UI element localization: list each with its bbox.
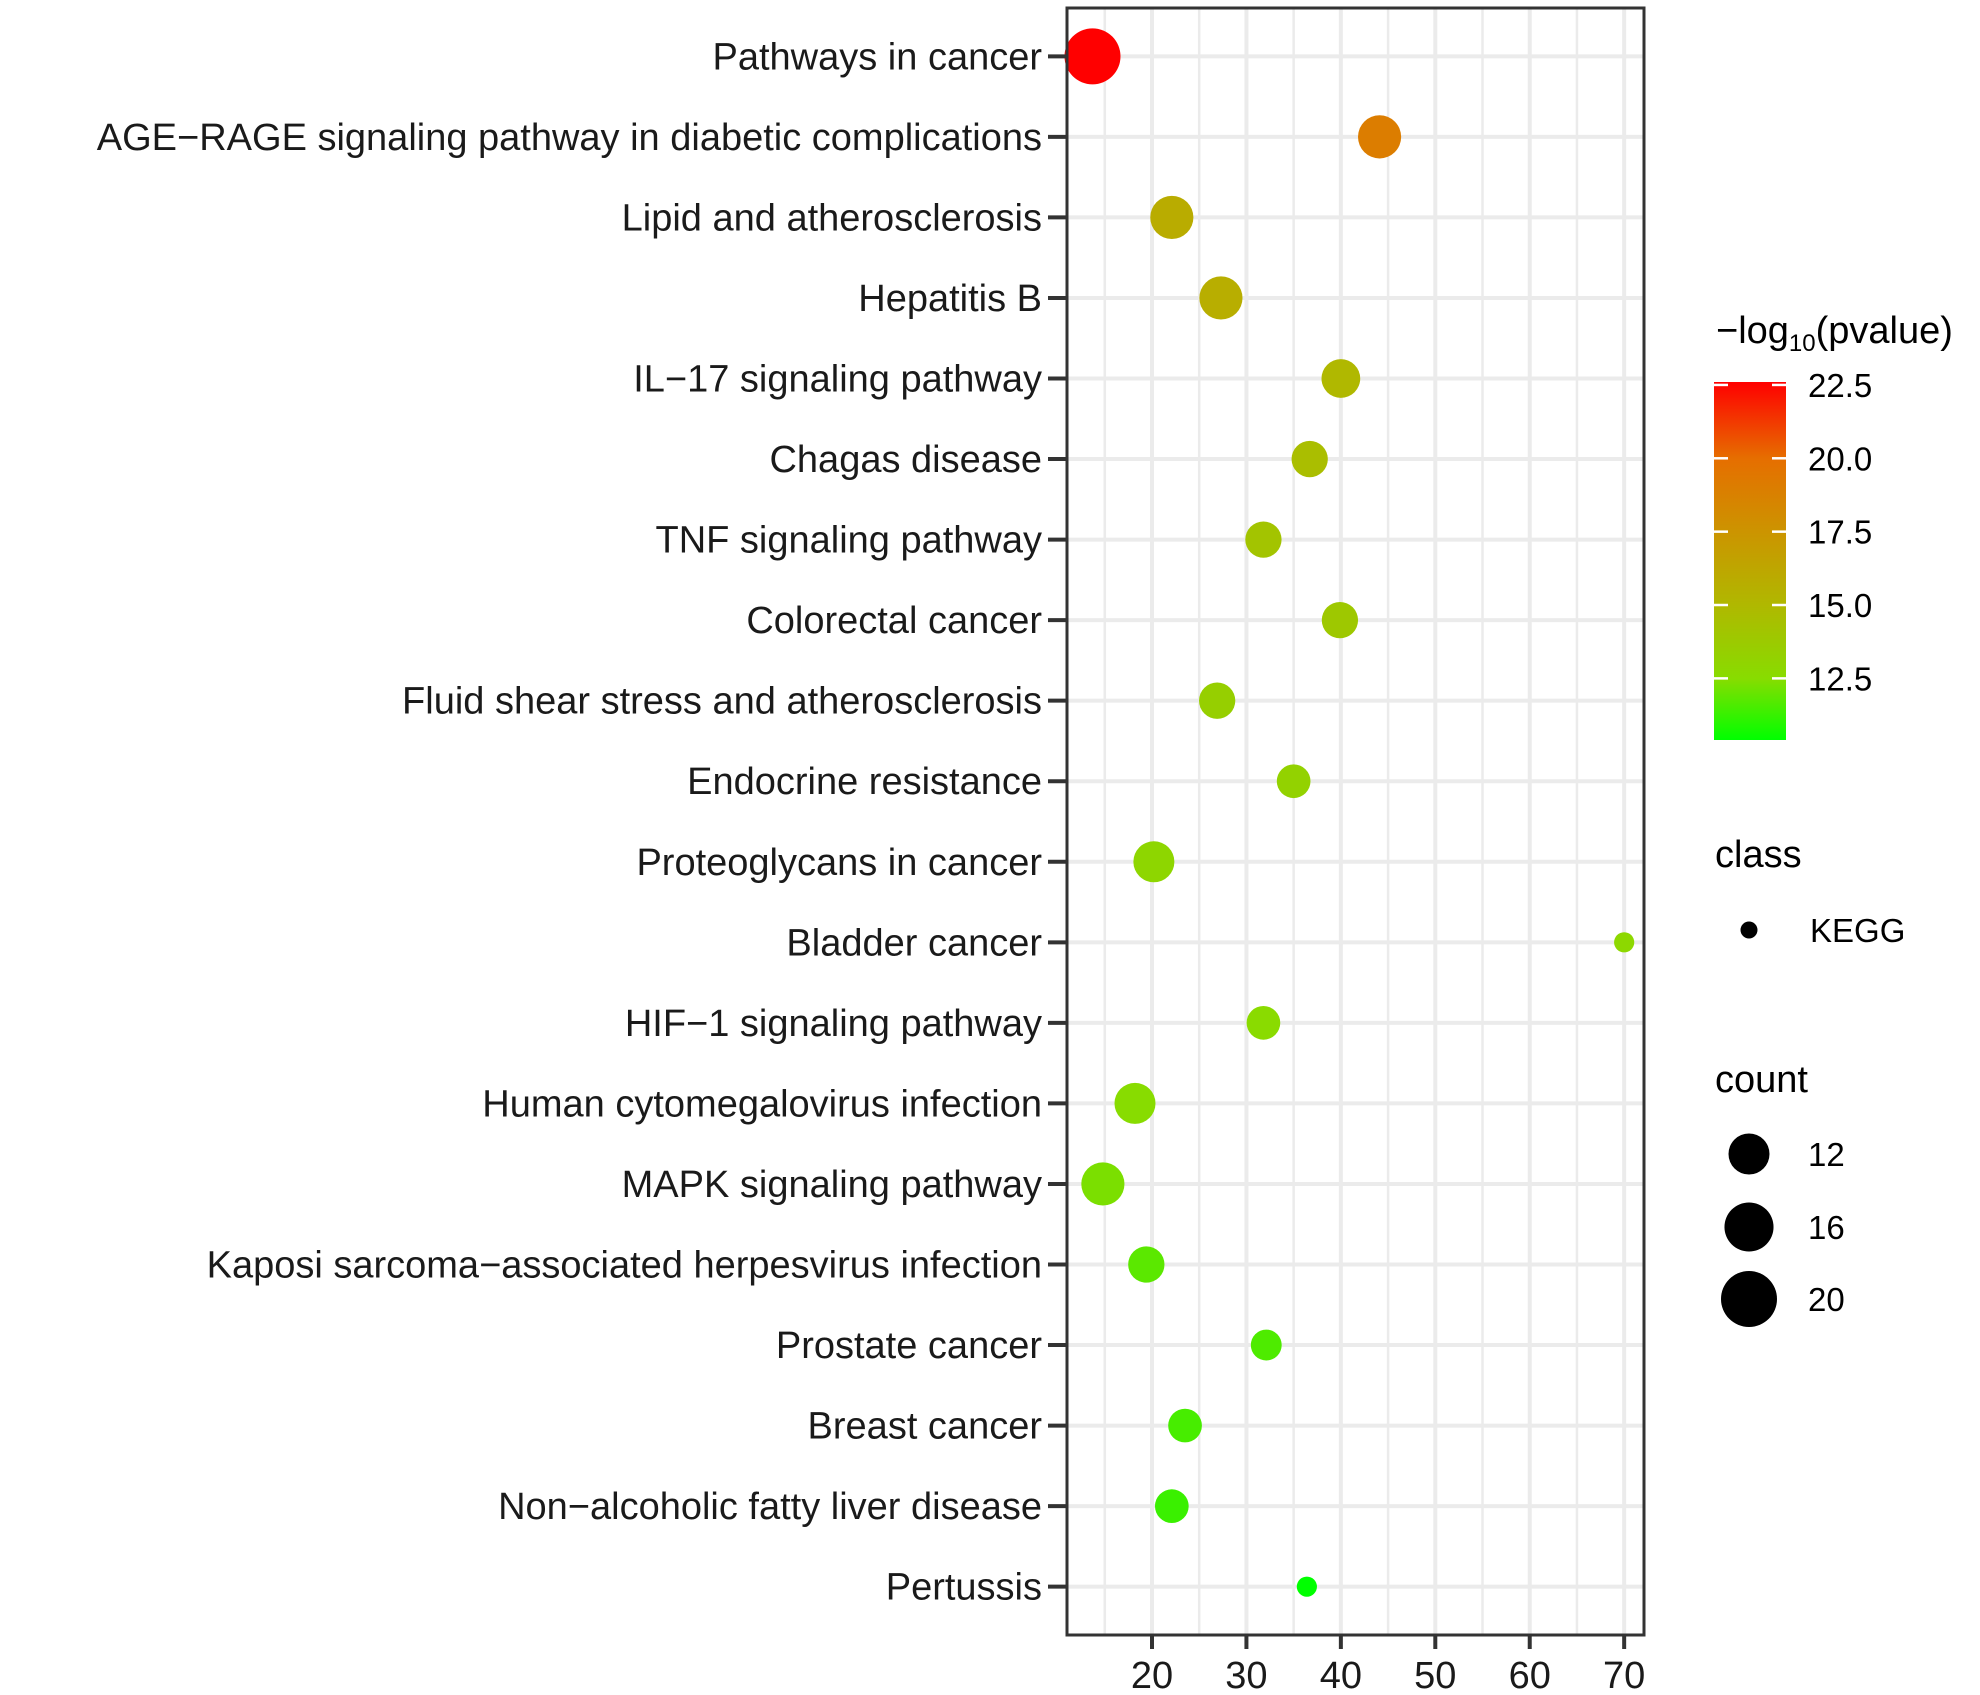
count-legend-title: count [1715,1059,1808,1101]
y-tick-label: Human cytomegalovirus infection [482,1083,1042,1125]
color-legend-title: −log10(pvalue) [1716,310,1953,357]
y-tick-label: MAPK signaling pathway [622,1164,1042,1206]
data-point [1114,1082,1156,1124]
y-tick-label: Hepatitis B [858,278,1042,320]
count-legend-key [1724,1202,1774,1252]
data-point [1081,1162,1125,1206]
y-axis: Pathways in cancer AGE−RAGE signaling pat… [97,36,1067,1609]
y-tick-label: AGE−RAGE signaling pathway in diabetic c… [97,117,1042,159]
y-tick-label: Prostate cancer [776,1325,1042,1367]
y-tick-label: Non−alcoholic fatty liver disease [498,1486,1042,1528]
x-tick-label: 60 [1509,1655,1551,1695]
data-point [1064,28,1121,85]
x-axis: 20 30 40 50 60 70 [1131,1635,1645,1695]
count-legend-key [1720,1270,1778,1328]
color-legend: −log10(pvalue) 22.5 20.0 17.5 15.0 12.5 [1714,310,1953,740]
y-tick-label: Pathways in cancer [713,36,1043,78]
count-legend-label: 16 [1808,1209,1845,1246]
data-point [1614,932,1635,953]
y-tick-label: Proteoglycans in cancer [636,842,1042,884]
y-tick-label: Kaposi sarcoma−associated herpesvirus in… [207,1244,1042,1286]
y-tick-label: TNF signaling pathway [655,520,1042,562]
y-tick-label: Pertussis [886,1567,1042,1609]
y-tick-label: Lipid and atherosclerosis [622,197,1042,239]
x-tick-label: 50 [1414,1655,1456,1695]
colorbar-tick-label: 15.0 [1808,587,1872,624]
colorbar-tick-label: 17.5 [1808,514,1872,551]
count-legend-label: 20 [1808,1281,1845,1318]
data-point [1246,1006,1281,1040]
data-point [1150,195,1194,239]
y-tick-label: Bladder cancer [786,922,1042,964]
data-point [1199,682,1236,719]
x-tick-label: 40 [1320,1655,1362,1695]
data-point [1276,764,1311,799]
y-tick-label: IL−17 signaling pathway [633,359,1042,401]
colorbar-ticks: 22.5 20.0 17.5 15.0 12.5 [1714,367,1872,697]
data-point [1133,841,1175,883]
class-legend-key [1740,921,1758,939]
plot-panel-border [1065,6,1646,1637]
colorbar-tick-label: 22.5 [1808,367,1872,404]
class-legend-label: KEGG [1810,912,1905,949]
data-point [1296,1576,1317,1597]
data-point [1245,521,1282,558]
data-point [1128,1246,1165,1283]
data-points [1064,28,1635,1597]
y-tick-label: Fluid shear stress and atherosclerosis [402,681,1042,723]
count-legend-label: 12 [1808,1136,1845,1173]
y-tick-label: Endocrine resistance [687,761,1042,803]
colorbar-tick-label: 20.0 [1808,440,1872,477]
colorbar-tick-label: 12.5 [1808,660,1872,697]
data-point [1154,1489,1189,1523]
data-point [1291,440,1328,478]
y-tick-label: Breast cancer [808,1406,1043,1448]
data-point [1250,1329,1282,1361]
y-tick-label: Chagas disease [769,439,1042,481]
data-point [1357,115,1402,159]
count-legend: count 12 16 20 [1715,1059,1845,1328]
colorbar [1714,382,1786,740]
count-legend-key [1728,1133,1770,1175]
x-tick-label: 20 [1131,1655,1173,1695]
y-tick-label: Colorectal cancer [746,600,1042,642]
data-point [1199,276,1243,320]
class-legend: class KEGG [1715,834,1905,949]
data-point [1321,359,1361,398]
class-legend-title: class [1715,834,1802,876]
data-point [1321,601,1359,639]
x-tick-label: 30 [1225,1655,1267,1695]
data-point [1168,1408,1202,1443]
x-tick-label: 70 [1603,1655,1645,1695]
grid-lines [1067,8,1644,1635]
y-tick-label: HIF−1 signaling pathway [625,1003,1042,1045]
